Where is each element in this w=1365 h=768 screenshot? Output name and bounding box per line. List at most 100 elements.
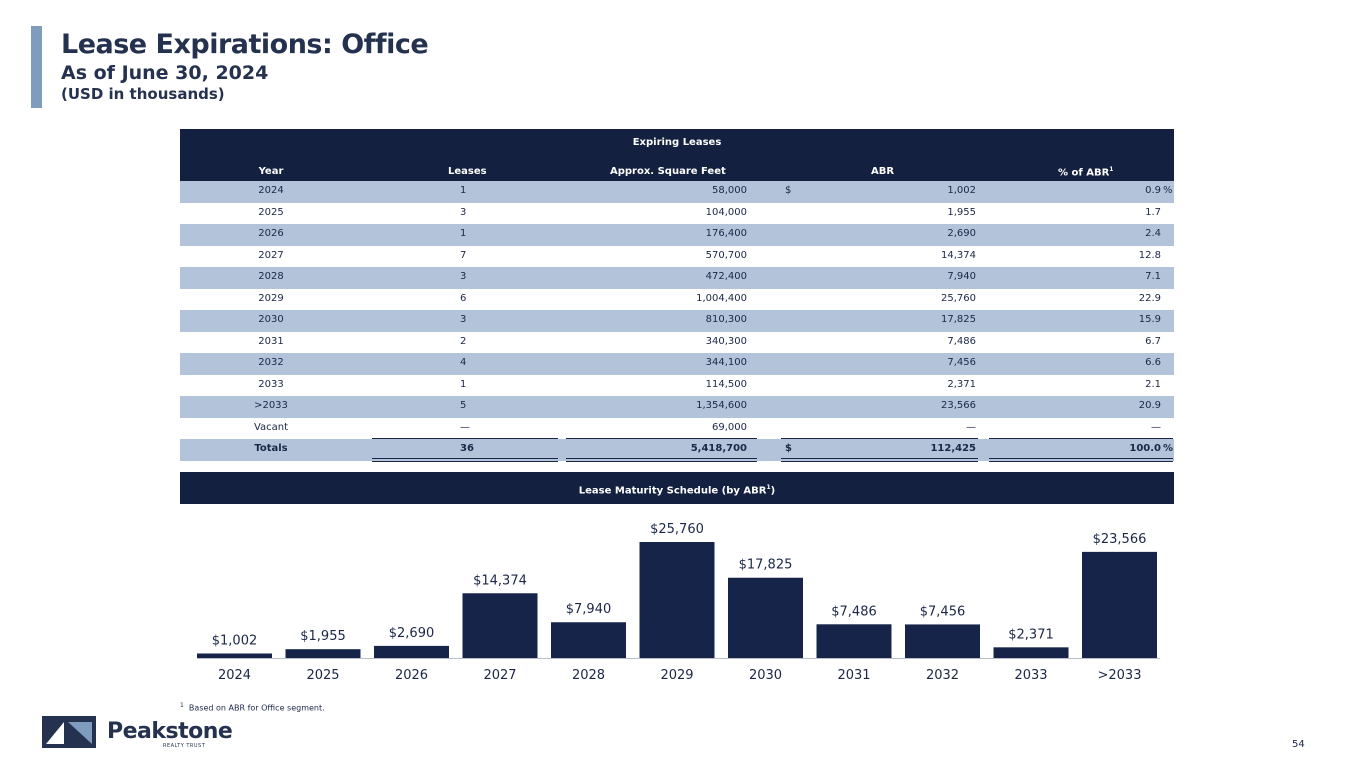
table-row: 2033 1 114,500 2,371 2.1 bbox=[180, 375, 1174, 397]
cell-year: 2033 bbox=[258, 378, 284, 390]
total-sqft: 5,418,700 bbox=[690, 443, 747, 454]
data-label: $23,566 bbox=[1093, 532, 1147, 547]
bar-10 bbox=[1082, 551, 1157, 658]
total-pct: 100.0 bbox=[1129, 443, 1161, 454]
x-tick-label: 2033 bbox=[1014, 668, 1047, 683]
x-tick-label: 2024 bbox=[218, 668, 251, 683]
table-row: Vacant — 69,000 — — bbox=[180, 418, 1174, 440]
cell-abr: 2,371 bbox=[947, 378, 976, 390]
x-tick-label: 2032 bbox=[926, 668, 959, 683]
total-double-rule bbox=[781, 461, 978, 462]
cell-sqft: 1,354,600 bbox=[696, 400, 747, 411]
data-label: $1,955 bbox=[300, 629, 346, 644]
cell-abr: 14,374 bbox=[941, 249, 976, 261]
brand-tagline: REALTY TRUST bbox=[163, 743, 206, 749]
cell-abr: 2,690 bbox=[947, 228, 976, 239]
x-tick-label: >2033 bbox=[1098, 668, 1142, 683]
cell-pct: — bbox=[1151, 421, 1161, 433]
bar-8 bbox=[905, 624, 980, 658]
cell-sqft: 104,000 bbox=[705, 206, 747, 218]
cell-leases: — bbox=[460, 421, 470, 433]
x-tick-label: 2028 bbox=[572, 668, 605, 683]
cell-pct: 7.1 bbox=[1145, 271, 1161, 282]
page-subtitle: As of June 30, 2024 bbox=[61, 62, 269, 84]
table-body: 2024 1 58,000 $1,002 0.9% 2025 3 104,000 1,955 1.… bbox=[180, 181, 1174, 462]
cell-year: 2026 bbox=[258, 228, 284, 239]
cell-abr: — bbox=[966, 421, 976, 433]
cell-sqft: 114,500 bbox=[705, 378, 747, 390]
col-leases-header: Leases bbox=[448, 166, 487, 177]
cell-year: 2029 bbox=[258, 292, 284, 304]
table-row: 2029 6 1,004,400 25,760 22.9 bbox=[180, 289, 1174, 311]
cell-leases: 7 bbox=[460, 249, 467, 261]
total-double-rule bbox=[566, 458, 757, 459]
total-pct_sign: % bbox=[1163, 443, 1174, 454]
cell-pct: 20.9 bbox=[1138, 400, 1161, 411]
table-header: Expiring Leases Year Leases Approx. Squa… bbox=[180, 129, 1174, 181]
total-rule bbox=[372, 438, 558, 439]
table-row: 2025 3 104,000 1,955 1.7 bbox=[180, 203, 1174, 225]
cell-abr: 23,566 bbox=[941, 400, 976, 411]
cell-year: 2025 bbox=[258, 206, 284, 218]
lease-expirations-table: Expiring Leases Year Leases Approx. Squa… bbox=[180, 129, 1174, 462]
cell-abr: 7,456 bbox=[947, 357, 976, 368]
lease-maturity-chart: $1,002 2024 $1,955 2025 $2,690 2026 $14,374 202… bbox=[197, 522, 1160, 683]
col-abr-header: ABR bbox=[871, 166, 895, 177]
col-pct-header: % of ABR1 bbox=[1058, 166, 1114, 179]
data-label: $7,456 bbox=[920, 604, 966, 619]
cell-year: 2032 bbox=[258, 357, 284, 368]
data-label: $7,486 bbox=[831, 604, 877, 619]
cell-sqft: 472,400 bbox=[705, 271, 747, 282]
total-double-rule bbox=[989, 458, 1173, 459]
cell-leases: 2 bbox=[460, 335, 467, 347]
bar-1 bbox=[285, 649, 361, 658]
table-row: 2024 1 58,000 $1,002 0.9% bbox=[180, 181, 1174, 203]
cell-pct: 15.9 bbox=[1138, 314, 1161, 325]
page-title: Lease Expirations: Office bbox=[61, 29, 429, 60]
data-label: $25,760 bbox=[650, 522, 704, 537]
data-label: $2,690 bbox=[389, 626, 435, 641]
bar-5 bbox=[639, 542, 715, 658]
group-header: Expiring Leases bbox=[632, 137, 722, 148]
x-tick-label: 2027 bbox=[483, 668, 516, 683]
total-rule bbox=[989, 438, 1173, 439]
total-double-rule bbox=[989, 461, 1173, 462]
cell-abr: 1,955 bbox=[947, 206, 976, 218]
cell-pct: 1.7 bbox=[1145, 206, 1161, 218]
table-row: 2028 3 472,400 7,940 7.1 bbox=[180, 267, 1174, 289]
total-double-rule bbox=[566, 461, 757, 462]
accent-bar bbox=[31, 26, 42, 108]
data-label: $14,374 bbox=[473, 573, 527, 588]
total-double-rule bbox=[372, 458, 558, 459]
col-sqft-header: Approx. Square Feet bbox=[610, 166, 726, 177]
table-row: 2027 7 570,700 14,374 12.8 bbox=[180, 246, 1174, 268]
cell-pct: 22.9 bbox=[1138, 292, 1161, 304]
total-year: Totals bbox=[254, 443, 288, 454]
page-number: 54 bbox=[1292, 739, 1305, 750]
bar-2 bbox=[374, 645, 449, 658]
footnote: 1 Based on ABR for Office segment. bbox=[180, 702, 325, 713]
x-tick-label: 2025 bbox=[306, 668, 339, 683]
bar-9 bbox=[993, 647, 1069, 658]
cell-leases: 1 bbox=[460, 378, 467, 390]
total-rule bbox=[781, 438, 978, 439]
total-abr: 112,425 bbox=[930, 443, 976, 454]
cell-pct_sign: % bbox=[1163, 185, 1173, 196]
data-label: $1,002 bbox=[212, 633, 258, 648]
table-row: 2032 4 344,100 7,456 6.6 bbox=[180, 353, 1174, 375]
units-note: (USD in thousands) bbox=[61, 85, 225, 103]
cell-leases: 1 bbox=[460, 185, 467, 196]
cell-year: 2030 bbox=[258, 314, 284, 325]
total-rule bbox=[566, 438, 757, 439]
cell-sqft: 344,100 bbox=[705, 357, 747, 368]
cell-sqft: 69,000 bbox=[712, 421, 747, 433]
data-label: $2,371 bbox=[1008, 627, 1054, 642]
cell-year: 2024 bbox=[258, 185, 284, 196]
total-leases: 36 bbox=[460, 443, 474, 454]
table-row: 2030 3 810,300 17,825 15.9 bbox=[180, 310, 1174, 332]
data-label: $17,825 bbox=[739, 558, 793, 573]
cell-pct: 6.7 bbox=[1145, 335, 1161, 347]
cell-sqft: 810,300 bbox=[705, 314, 747, 325]
x-tick-label: 2030 bbox=[749, 668, 782, 683]
cell-year: >2033 bbox=[254, 400, 288, 411]
